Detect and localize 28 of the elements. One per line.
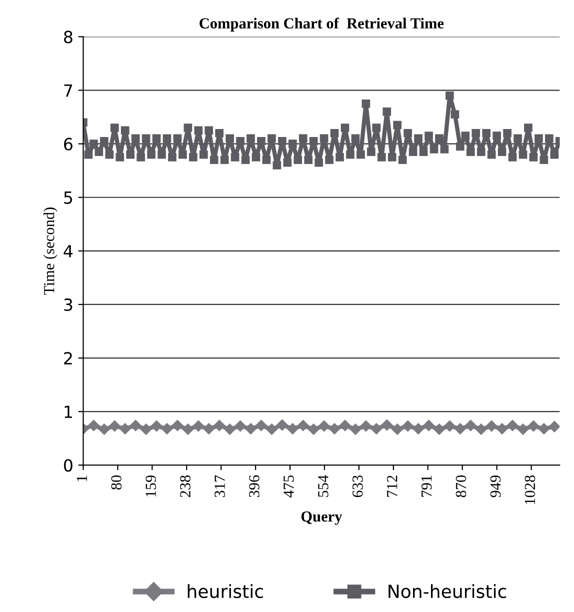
x-tick-label: 791 xyxy=(421,476,432,497)
x-axis-title: Query xyxy=(301,511,342,525)
y-tick-label: 6 xyxy=(64,138,72,150)
x-tick-label: 317 xyxy=(214,475,225,498)
y-tick-label: 4 xyxy=(64,245,73,258)
y-tick-label: 2 xyxy=(64,352,72,364)
y-tick-label: 0 xyxy=(64,459,72,472)
x-tick-label: 554 xyxy=(318,475,328,497)
x-tick-label: 1 xyxy=(76,476,87,482)
x-tick-label: 396 xyxy=(249,475,260,498)
x-tick-label: 870 xyxy=(456,475,466,498)
y-tick-label: 3 xyxy=(64,298,72,312)
y-tick-label: 8 xyxy=(64,30,72,44)
x-tick-label: 1028 xyxy=(524,475,536,504)
x-tick-label: 238 xyxy=(180,475,190,498)
y-tick-label: 5 xyxy=(64,192,72,204)
x-tick-label: 949 xyxy=(490,475,501,498)
legend-label: Non-heuristic xyxy=(388,584,506,598)
x-tick-label: 159 xyxy=(146,475,156,496)
x-tick-label: 712 xyxy=(386,476,398,497)
y-tick-label: 7 xyxy=(64,84,72,97)
y-axis-title: Time (second) xyxy=(43,208,58,295)
legend-label: heuristic xyxy=(188,584,263,598)
x-tick-label: 475 xyxy=(284,475,294,498)
y-tick-label: 1 xyxy=(64,406,72,418)
chart-title: Comparison Chart of Retrieval Time xyxy=(200,18,444,32)
x-tick-label: 80 xyxy=(111,475,122,490)
x-tick-label: 633 xyxy=(352,475,363,498)
